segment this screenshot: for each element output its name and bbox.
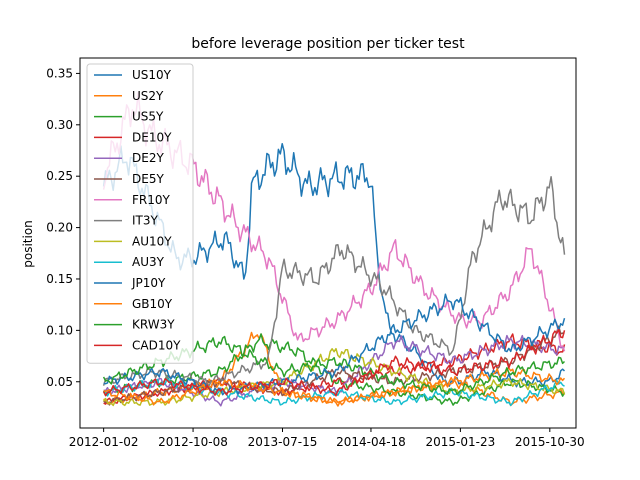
series-line-au10y — [102, 347, 566, 407]
series-line-de2y — [103, 334, 565, 407]
x-tick-label-2014-04-18: 2014-04-18 — [336, 435, 406, 449]
legend-label-de5y: DE5Y — [132, 172, 164, 186]
plot-frame — [79, 57, 577, 429]
legend-label-krw3y: KRW3Y — [132, 318, 175, 332]
legend-label-au10y: AU10Y — [132, 234, 172, 248]
legend: US10Y US2Y US5Y DE10Y DE2Y DE5Y FR10Y IT3Y AU10Y… — [86, 63, 194, 364]
series-line-gb10y — [103, 367, 566, 406]
y-tick-label-0-05: 0.05 — [46, 375, 73, 389]
x-tick-label-2013-07-15: 2013-07-15 — [248, 435, 318, 449]
y-tick-label-0-20: 0.20 — [46, 221, 73, 235]
legend-label-jp10y: JP10Y — [131, 276, 166, 290]
legend-label-us10y: US10Y — [132, 68, 172, 82]
y-tick-label-0-30: 0.30 — [46, 118, 73, 132]
series-line-jp10y — [103, 293, 566, 396]
y-tick-label-0-35: 0.35 — [46, 66, 73, 80]
legend-label-it3y: IT3Y — [132, 214, 159, 228]
series-line-au3y — [103, 378, 565, 407]
legend-box — [86, 63, 194, 364]
x-tick-label-2015-10-30: 2015-10-30 — [515, 435, 585, 449]
x-tick-label-2012-01-02: 2012-01-02 — [69, 435, 139, 449]
legend-label-de10y: DE10Y — [132, 130, 172, 144]
legend-label-au3y: AU3Y — [132, 255, 165, 269]
legend-label-de2y: DE2Y — [132, 151, 164, 165]
y-tick-label-0-25: 0.25 — [46, 169, 73, 183]
y-axis-label: position — [21, 220, 35, 268]
legend-label-gb10y: GB10Y — [132, 297, 173, 311]
y-tick-label-0-15: 0.15 — [46, 272, 73, 286]
legend-label-us5y: US5Y — [132, 110, 164, 124]
x-tick-label-2012-10-08: 2012-10-08 — [158, 435, 228, 449]
chart-title: before leverage position per ticker test — [191, 36, 465, 52]
y-axis: 0.05 0.10 0.15 0.20 0.25 0.30 0.35 — [46, 66, 80, 389]
legend-label-cad10y: CAD10Y — [132, 338, 181, 352]
x-axis: 2012-01-02 2012-10-08 2013-07-15 2014-04-18… — [69, 428, 585, 449]
series-layer — [102, 92, 566, 407]
x-tick-label-2015-01-23: 2015-01-23 — [426, 435, 496, 449]
legend-label-us2y: US2Y — [132, 89, 164, 103]
series-line-cad10y — [102, 328, 566, 397]
legend-label-fr10y: FR10Y — [132, 193, 171, 207]
y-tick-label-0-10: 0.10 — [46, 323, 73, 337]
